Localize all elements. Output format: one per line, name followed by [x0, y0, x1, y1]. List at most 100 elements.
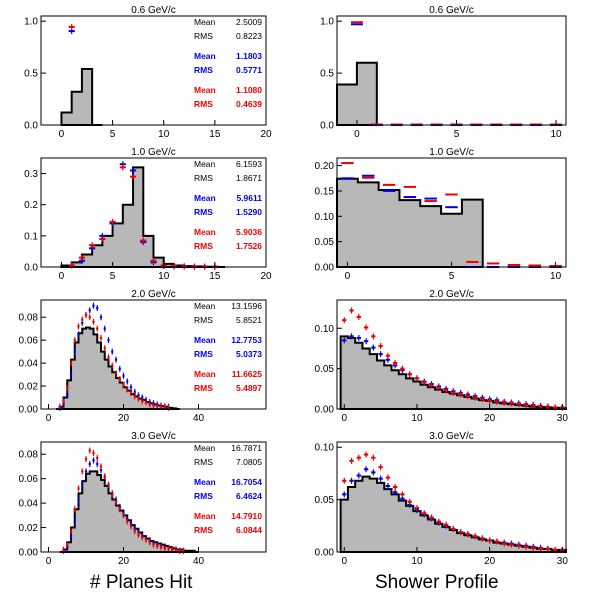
red-marker-7-27 — [538, 545, 543, 552]
y-tick-label-6-0: 0.00 — [19, 548, 39, 559]
y-tick-label-5-0: 0.00 — [315, 405, 335, 416]
red-marker-4-5 — [77, 323, 80, 330]
red-marker-4-25 — [152, 402, 155, 409]
red-marker-7-5 — [378, 464, 383, 471]
blue-marker-4-8 — [88, 307, 91, 314]
stat-label-4-0: Mean — [194, 301, 216, 311]
red-marker-7-8 — [400, 491, 405, 498]
blue-marker-4-2 — [66, 392, 69, 399]
red-marker-7-23 — [509, 541, 514, 548]
stat-label-4-5: RMS — [194, 383, 213, 393]
blue-marker-6-7 — [88, 461, 91, 467]
red-marker-4-10 — [96, 325, 99, 332]
red-marker-2-2 — [89, 242, 96, 249]
panel-title-6: 3.0 GeV/c — [131, 431, 175, 442]
red-marker-2-11 — [181, 263, 188, 270]
red-marker-6-6 — [84, 456, 88, 463]
red-marker-7-1 — [349, 457, 354, 464]
stat-value-2-5: 1.7526 — [236, 241, 262, 251]
y-tick-label-4-4: 0.08 — [19, 313, 39, 324]
red-marker-5-6 — [385, 352, 391, 359]
red-marker-7-6 — [385, 474, 391, 481]
stat-label-4-1: RMS — [194, 315, 213, 325]
panel-frame-7 — [336, 441, 567, 553]
stat-label-6-5: RMS — [194, 525, 213, 535]
panel-title-7: 3.0 GeV/c — [429, 431, 473, 442]
red-marker-7-16 — [458, 529, 463, 536]
panel-title-2: 1.0 GeV/c — [131, 147, 175, 158]
stat-label-0-1: RMS — [194, 31, 213, 41]
panel-5: 2.0 GeV/c 0 10 20 30 0.00 0.05 0.10 — [315, 289, 569, 424]
stat-value-0-2: 1.1803 — [236, 51, 262, 61]
blue-marker-4-3 — [69, 371, 73, 378]
red-marker-7-18 — [472, 533, 478, 540]
red-marker-7-24 — [516, 542, 521, 549]
blue-marker-6-3 — [73, 518, 76, 525]
stat-label-0-3: RMS — [194, 65, 213, 75]
red-marker-7-9 — [407, 498, 412, 505]
stat-value-6-4: 14.7910 — [231, 511, 262, 521]
stat-value-2-0: 6.1593 — [236, 159, 262, 169]
stat-label-0-0: Mean — [194, 17, 216, 27]
stat-value-6-2: 16.7054 — [231, 477, 262, 487]
red-marker-5-2 — [356, 313, 361, 320]
y-tick-label-1-2: 1.0 — [320, 17, 334, 28]
blue-marker-7-3 — [363, 466, 369, 473]
red-marker-4-3 — [69, 360, 73, 367]
red-marker-5-21 — [494, 398, 500, 405]
y-tick-label-6-2: 0.04 — [19, 499, 39, 510]
red-marker-7-14 — [443, 521, 449, 528]
histogram-7 — [339, 475, 567, 553]
histogram-3 — [336, 177, 484, 268]
stat-value-2-4: 5.9036 — [236, 227, 262, 237]
red-marker-7-2 — [356, 454, 361, 461]
x-tick-label-6-2: 40 — [193, 556, 205, 567]
x-tick-label-2-4: 20 — [260, 271, 272, 282]
red-marker-4-29 — [167, 404, 170, 411]
red-marker-5-14 — [443, 387, 449, 394]
stat-label-2-3: RMS — [194, 207, 213, 217]
red-marker-7-13 — [436, 518, 441, 525]
red-marker-4-1 — [62, 397, 65, 404]
stat-label-2-5: RMS — [194, 241, 213, 251]
red-marker-4-9 — [92, 318, 95, 325]
red-marker-7-15 — [451, 525, 456, 532]
red-marker-7-10 — [414, 505, 420, 511]
red-marker-7-12 — [429, 514, 434, 521]
red-marker-6-31 — [178, 547, 181, 554]
x-tick-label-0-4: 20 — [260, 129, 272, 140]
x-tick-label-0-2: 10 — [158, 129, 170, 140]
blue-marker-4-10 — [96, 305, 99, 312]
y-tick-label-1-1: 0.5 — [320, 69, 334, 80]
red-marker-6-13 — [111, 491, 114, 498]
x-tick-label-2-2: 10 — [158, 271, 170, 282]
red-marker-4-20 — [133, 393, 136, 400]
blue-marker-4-9 — [92, 302, 95, 309]
stat-value-6-5: 6.0844 — [236, 525, 262, 535]
red-marker-5-8 — [400, 365, 405, 372]
red-marker-6-27 — [163, 545, 166, 552]
stat-label-0-4: Mean — [194, 85, 216, 95]
y-tick-label-3-0: 0.00 — [315, 263, 335, 274]
blue-marker-4-12 — [103, 325, 106, 332]
red-marker-7-11 — [422, 510, 427, 517]
x-tick-label-1-2: 10 — [550, 129, 562, 140]
red-marker-2-10 — [170, 263, 178, 270]
red-marker-5-13 — [436, 385, 441, 392]
red-marker-5-4 — [371, 333, 376, 340]
red-marker-6-23 — [148, 539, 151, 546]
stat-label-2-1: RMS — [194, 173, 213, 183]
red-marker-5-23 — [509, 400, 514, 407]
red-marker-7-7 — [392, 484, 398, 491]
red-marker-7-0 — [342, 477, 347, 484]
red-marker-4-18 — [126, 386, 129, 393]
red-marker-7-20 — [487, 537, 492, 544]
blue-marker-6-9 — [96, 461, 99, 467]
y-tick-label-7-1: 0.05 — [315, 495, 335, 506]
panel-title-0: 0.6 GeV/c — [131, 5, 175, 16]
y-tick-label-4-1: 0.02 — [19, 382, 39, 393]
y-tick-label-6-4: 0.08 — [19, 450, 39, 461]
blue-marker-4-4 — [73, 348, 76, 355]
x-tick-label-0-3: 15 — [209, 129, 221, 140]
